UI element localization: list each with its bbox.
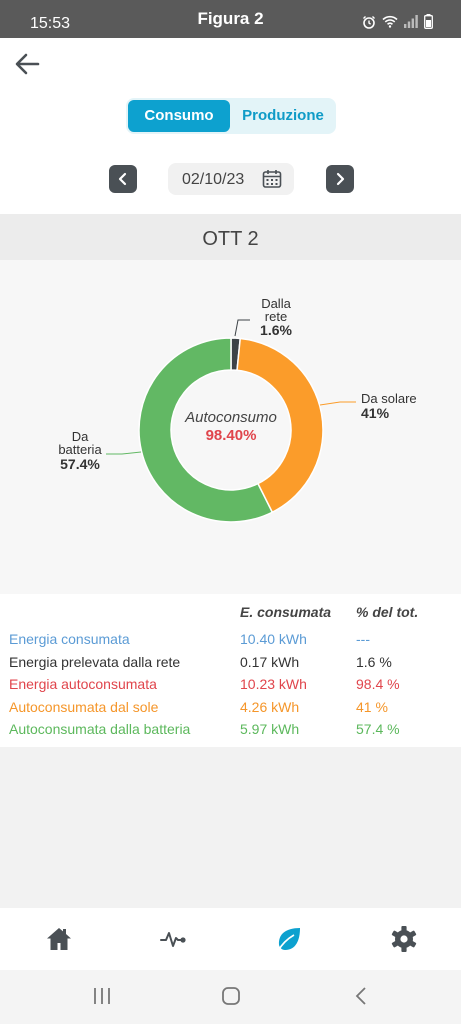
tab-produzione[interactable]: Produzione xyxy=(242,107,324,124)
row-percent: 57.4 % xyxy=(356,721,400,737)
row-percent: 41 % xyxy=(356,698,388,715)
slice-label-battery-line1: Da xyxy=(72,429,89,444)
date-picker[interactable]: 02/10/23 xyxy=(168,163,294,195)
row-percent: 98.4 % xyxy=(356,676,400,692)
status-icons xyxy=(362,14,433,29)
leader-line-battery xyxy=(106,451,142,455)
row-label: Autoconsumata dalla batteria xyxy=(9,721,191,737)
status-title: Figura 2 xyxy=(197,9,264,28)
self-consumption-donut-chart: Autoconsumo 98.40% Dalla rete 1.6% Da so… xyxy=(58,296,417,523)
row-label: Autoconsumata dal sole xyxy=(9,698,159,715)
chevron-left-icon xyxy=(118,172,127,186)
row-value: 4.26 kWh xyxy=(240,698,300,715)
activity-icon xyxy=(160,932,186,947)
row-value: 5.97 kWh xyxy=(240,721,300,737)
tab-consumo[interactable]: Consumo xyxy=(128,100,230,132)
chevron-right-icon xyxy=(336,172,345,186)
column-header-percent: % del tot. xyxy=(356,604,419,620)
center-label: Autoconsumo xyxy=(184,409,277,426)
row-percent: --- xyxy=(356,631,370,647)
column-header-consumed: E. consumata xyxy=(240,604,332,620)
status-bar: 15:53 Figura 2 xyxy=(0,0,461,38)
status-time: 15:53 xyxy=(30,15,71,32)
day-title: OTT 2 xyxy=(202,228,259,250)
energy-table: E. consumata % del tot. Energia consumat… xyxy=(0,594,461,747)
chart-area: Autoconsumo 98.40% Dalla rete 1.6% Da so… xyxy=(0,260,461,594)
tab-settings[interactable] xyxy=(389,924,419,954)
calendar-icon xyxy=(262,170,282,188)
row-label: Energia autoconsumata xyxy=(9,676,157,692)
row-value: 10.40 kWh xyxy=(240,631,307,647)
row-value: 0.17 kWh xyxy=(240,653,300,670)
recent-apps-icon[interactable] xyxy=(92,986,112,1006)
tab-activity[interactable] xyxy=(158,924,188,954)
table-row: Energia autoconsumata 10.23 kWh 98.4 % xyxy=(0,673,461,695)
slice-value-grid: 1.6% xyxy=(260,322,292,338)
slice-label-grid-line2: rete xyxy=(265,309,287,324)
slice-label-solar: Da solare xyxy=(361,391,417,406)
slice-battery xyxy=(138,337,274,523)
back-button[interactable] xyxy=(12,50,44,78)
battery-icon xyxy=(424,14,433,29)
table-row: Autoconsumata dalla batteria 5.97 kWh 57.4… xyxy=(0,718,461,740)
table-row: Energia consumata 10.40 kWh --- xyxy=(0,628,461,650)
row-label: Energia consumata xyxy=(9,631,130,647)
bottom-navigation xyxy=(0,908,461,970)
slice-label-battery-line2: batteria xyxy=(58,442,102,457)
center-value: 98.40% xyxy=(206,427,257,444)
leaf-icon xyxy=(277,928,300,952)
row-percent: 1.6 % xyxy=(356,653,392,670)
consumption-production-toggle: Consumo Produzione xyxy=(126,98,336,134)
table-row: Energia prelevata dalla rete 0.17 kWh 1.6 … xyxy=(0,651,461,673)
date-value: 02/10/23 xyxy=(182,171,245,188)
home-button-icon[interactable] xyxy=(221,986,241,1006)
row-value: 10.23 kWh xyxy=(240,676,307,692)
slice-value-battery: 57.4% xyxy=(60,456,100,472)
arrow-left-icon xyxy=(15,53,40,75)
home-icon xyxy=(47,928,71,950)
tab-home[interactable] xyxy=(44,924,74,954)
leader-line-grid xyxy=(234,319,250,337)
row-label: Energia prelevata dalla rete xyxy=(9,653,181,670)
wifi-icon xyxy=(382,15,398,28)
table-row: Autoconsumata dal sole 4.26 kWh 41 % xyxy=(0,696,461,718)
slice-label-grid-line1: Dalla xyxy=(261,296,291,311)
header: Consumo Produzione 02/10/23 xyxy=(0,38,461,214)
slice-value-solar: 41% xyxy=(361,405,390,421)
previous-day-button[interactable] xyxy=(109,165,137,193)
signal-icon xyxy=(404,15,418,28)
day-header: OTT 2 xyxy=(0,214,461,260)
back-nav-icon[interactable] xyxy=(352,986,372,1006)
tab-self-consumption[interactable] xyxy=(274,924,304,954)
alarm-icon xyxy=(363,15,375,29)
leader-line-solar xyxy=(319,401,356,406)
system-navigation-bar xyxy=(0,970,461,1024)
slice-solar xyxy=(236,337,324,514)
next-day-button[interactable] xyxy=(326,165,354,193)
settings-icon xyxy=(391,926,417,952)
